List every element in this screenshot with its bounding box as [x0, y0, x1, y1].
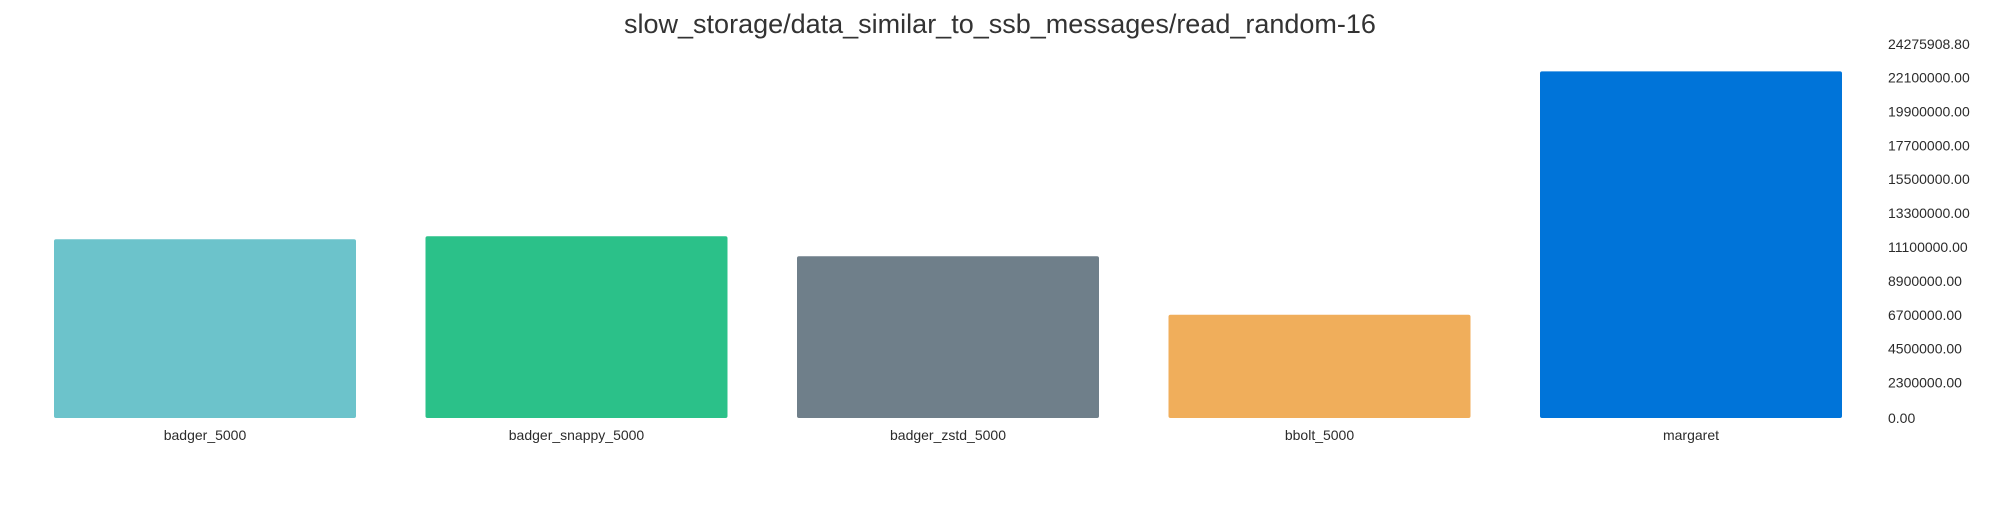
y-tick-label: 13300000.00: [1888, 205, 1970, 221]
y-tick-label: 22100000.00: [1888, 70, 1970, 86]
x-tick-label: bbolt_5000: [1285, 427, 1355, 443]
bar-margaret: [1540, 71, 1842, 418]
y-tick-label: 4500000.00: [1888, 341, 1962, 357]
bar-badger_5000: [54, 239, 356, 418]
y-tick-label: 24275908.80: [1888, 36, 1970, 52]
bar-badger_zstd_5000: [797, 256, 1099, 418]
y-tick-label: 6700000.00: [1888, 307, 1962, 323]
y-tick-label: 11100000.00: [1888, 239, 1968, 255]
bar-bbolt_5000: [1168, 314, 1471, 418]
x-tick-label: margaret: [1663, 427, 1719, 443]
y-tick-label: 0.00: [1888, 410, 1915, 426]
bars-group: [54, 71, 1842, 418]
y-tick-label: 15500000.00: [1888, 171, 1970, 187]
x-axis-labels: badger_5000 badger_snappy_5000 badger_zstd…: [164, 427, 1719, 443]
x-tick-label: badger_snappy_5000: [509, 427, 645, 443]
bar-badger_snappy_5000: [425, 236, 728, 418]
y-tick-label: 2300000.00: [1888, 375, 1962, 391]
y-axis-labels: 0.00 2300000.00 4500000.00 6700000.00 890000…: [1888, 36, 1970, 426]
y-tick-label: 17700000.00: [1888, 137, 1970, 153]
x-tick-label: badger_zstd_5000: [890, 427, 1006, 443]
y-tick-label: 19900000.00: [1888, 103, 1970, 119]
x-tick-label: badger_5000: [164, 427, 247, 443]
chart-title: slow_storage/data_similar_to_ssb_message…: [624, 9, 1376, 39]
y-tick-label: 8900000.00: [1888, 273, 1962, 289]
